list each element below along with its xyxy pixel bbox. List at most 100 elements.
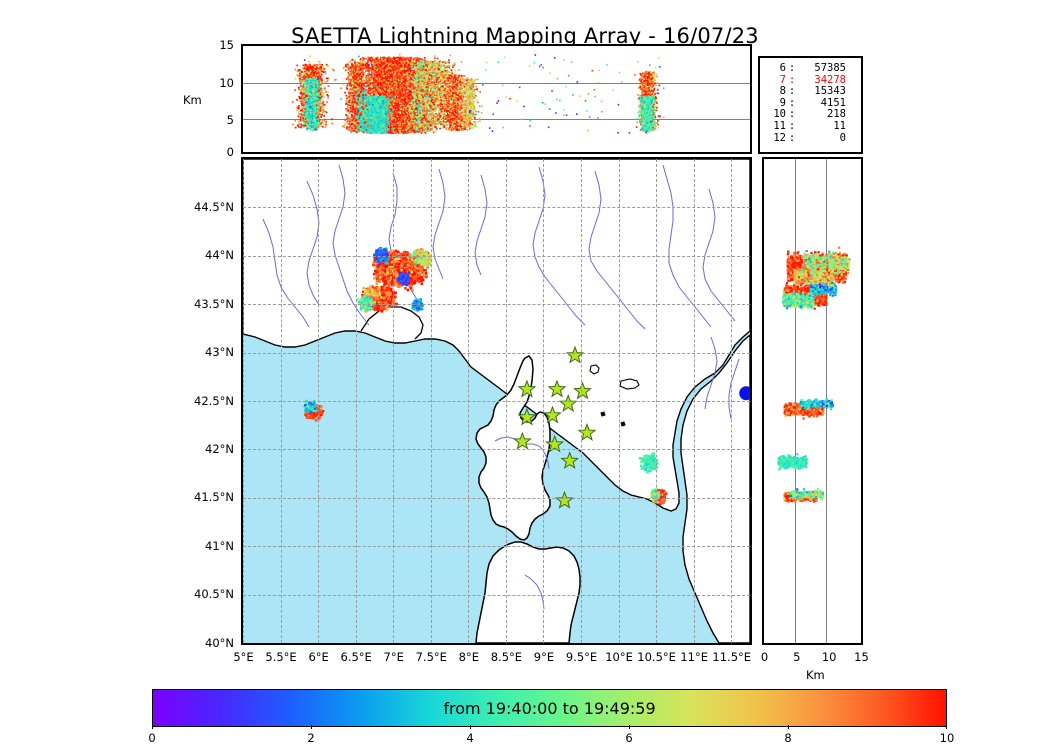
stats-value: 11	[798, 120, 846, 133]
station-star-icon	[577, 422, 597, 441]
map-geography	[243, 159, 750, 643]
station-count-stats: 6:57385 7:34278 8:15343 9:4151 10:218 11:11 12…	[758, 56, 863, 154]
stats-value: 57385	[798, 62, 846, 75]
top-ytick-10: 10	[200, 77, 234, 89]
station-star-icon	[573, 381, 592, 400]
colorbar-tickmark	[311, 725, 312, 729]
map-lat-tick: 43.5°N	[178, 298, 234, 310]
stats-station-count: 10	[766, 109, 786, 121]
colorbar-tick-label: 0	[148, 731, 155, 745]
islet-montecristo	[620, 421, 626, 427]
map-lon-tick: 10°E	[594, 651, 644, 663]
map-lon-tick: 6.5°E	[331, 651, 381, 663]
stats-row: 7:34278	[766, 74, 846, 87]
map-gridline-horizontal	[243, 546, 750, 548]
lat-height-panel	[762, 157, 863, 645]
map-lon-tick: 7.5°E	[406, 651, 456, 663]
colorbar-label: from 19:40:00 to 19:49:59	[152, 699, 947, 718]
colorbar-ticks: 0 2 4 6 8 10	[148, 725, 954, 745]
top-panel-ylabel: Km	[183, 93, 202, 107]
station-star-icon	[543, 405, 562, 424]
map-lon-tick: 9.5°E	[557, 651, 607, 663]
stats-station-count: 7	[766, 74, 786, 87]
map-lon-tick: 5.5°E	[256, 651, 306, 663]
top-ytick-5: 5	[200, 114, 234, 126]
right-xtick: 10	[809, 651, 849, 663]
map-gridline-horizontal	[243, 207, 750, 209]
right-panel-sources	[777, 246, 851, 503]
map-gridline-horizontal	[243, 352, 750, 354]
islet-elba	[619, 378, 640, 390]
map-gridline-horizontal	[243, 497, 750, 499]
top-ytick-0: 0	[200, 146, 234, 158]
map-lat-tick: 43°N	[178, 346, 234, 358]
station-star-icon	[547, 379, 567, 398]
stats-value: 34278	[798, 74, 846, 87]
map-gridline-horizontal	[243, 304, 750, 306]
colorbar-tick-label: 4	[466, 731, 473, 745]
stats-separator: :	[786, 86, 798, 98]
colorbar-tickmark	[788, 725, 789, 729]
map-lat-tick: 40°N	[178, 637, 234, 649]
stats-row: 8:15343	[766, 86, 846, 98]
map-lon-tick: 6°E	[294, 651, 344, 663]
stats-separator: :	[786, 120, 798, 133]
map-lat-tick: 41°N	[178, 540, 234, 552]
map-panel[interactable]	[241, 157, 752, 645]
map-lon-tick: 9°E	[519, 651, 569, 663]
map-lon-tick: 11.5°E	[707, 651, 757, 663]
colorbar-tickmark	[946, 725, 947, 729]
time-height-panel	[241, 44, 752, 154]
river-sardinia	[524, 574, 545, 610]
stats-value: 0	[798, 132, 846, 145]
map-lon-tick: 5°E	[219, 651, 269, 663]
stats-station-count: 6	[766, 62, 786, 75]
map-lat-tick: 44°N	[178, 250, 234, 262]
map-gridline-horizontal	[243, 449, 750, 451]
stats-row: 10:218	[766, 109, 846, 121]
coast-italy-west	[680, 334, 750, 643]
colorbar	[152, 689, 947, 727]
colorbar-tick-label: 8	[784, 731, 791, 745]
top-ytick-15: 15	[200, 39, 234, 51]
map-lat-tick: 42.5°N	[178, 395, 234, 407]
map-lightning-sources	[302, 247, 750, 506]
map-gridline-horizontal	[243, 594, 750, 596]
right-xtick: 5	[777, 651, 817, 663]
stats-value: 218	[798, 109, 846, 121]
stats-separator: :	[786, 109, 798, 121]
map-lon-tick: 10.5°E	[632, 651, 682, 663]
station-star-icon	[517, 407, 537, 426]
map-gridline-horizontal	[243, 255, 750, 257]
colorbar-tick-label: 10	[940, 731, 955, 745]
stats-separator: :	[786, 62, 798, 75]
stats-station-count: 12	[766, 132, 786, 145]
stats-separator: :	[786, 74, 798, 87]
station-star-icon	[545, 434, 565, 453]
isolated-source-marker	[739, 386, 750, 401]
colorbar-tickmark	[629, 725, 630, 729]
stats-station-count: 11	[766, 120, 786, 133]
station-star-icon	[512, 431, 532, 450]
station-star-icon	[555, 490, 574, 509]
colorbar-tickmark	[152, 725, 153, 729]
station-star-icon	[517, 379, 537, 398]
stats-separator: :	[786, 132, 798, 145]
stats-station-count: 8	[766, 86, 786, 98]
stats-separator: :	[786, 97, 798, 110]
map-lon-tick: 8.5°E	[481, 651, 531, 663]
map-lat-tick: 40.5°N	[178, 588, 234, 600]
right-xtick: 0	[745, 651, 785, 663]
coast-liguria-detail	[360, 306, 424, 340]
map-lat-tick: 41.5°N	[178, 492, 234, 504]
station-star-icon	[560, 451, 580, 470]
colorbar-tick-label: 2	[307, 731, 314, 745]
stats-value: 4151	[798, 97, 846, 110]
rivers-france	[262, 164, 740, 420]
map-gridline-horizontal	[243, 401, 750, 402]
colorbar-tick-label: 6	[625, 731, 632, 745]
stats-row: 6:57385	[766, 62, 846, 75]
right-xtick: 15	[842, 651, 882, 663]
island-corsica	[475, 355, 551, 541]
stats-table: 6:57385 7:34278 8:15343 9:4151 10:218 11:11 12…	[766, 62, 846, 145]
